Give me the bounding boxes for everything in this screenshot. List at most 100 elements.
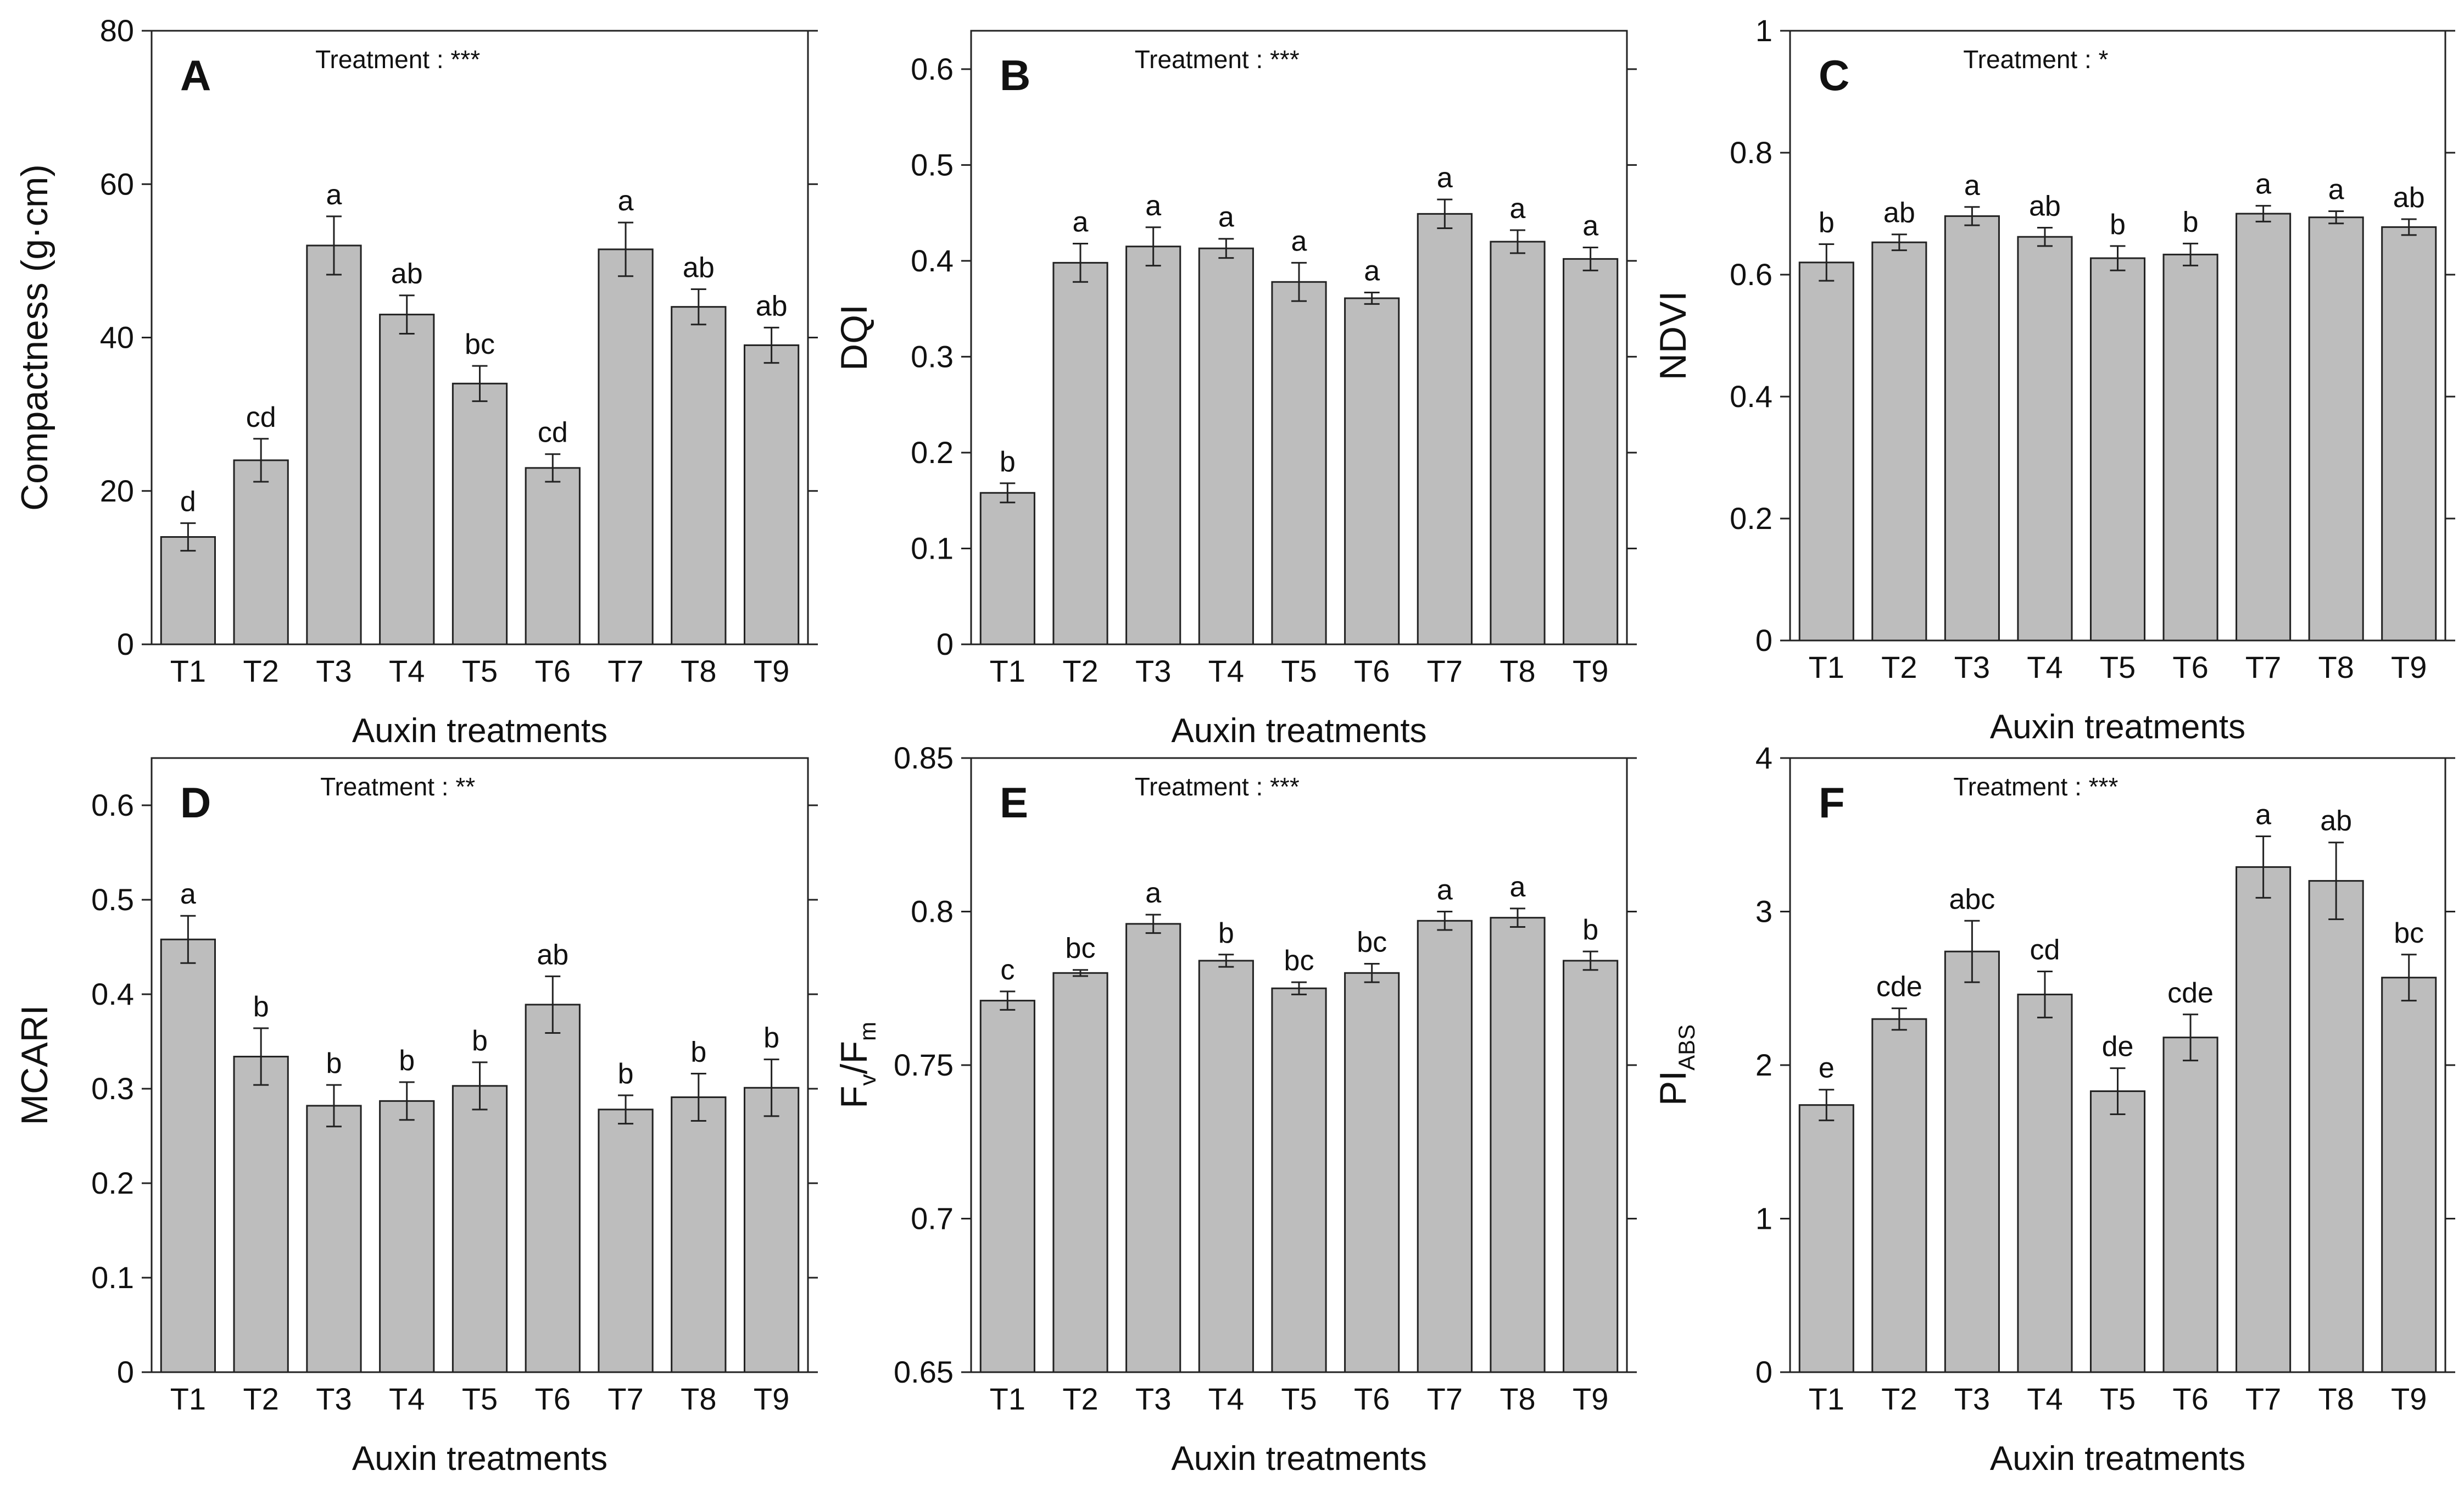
x-tick-label: T2 [1881, 650, 1917, 684]
bar-t6 [2162, 1037, 2218, 1373]
x-tick-label: T1 [1809, 650, 1844, 684]
error-bar-t3 [326, 1084, 342, 1128]
error-bar-t8 [690, 288, 706, 326]
x-tick-label: T5 [1281, 654, 1317, 688]
y-tick-label: 0 [1755, 623, 1772, 658]
x-tick-label: T1 [1809, 1382, 1844, 1416]
x-tick-label: T3 [1135, 654, 1171, 688]
significance-letter: a [1437, 162, 1453, 194]
significance-letter: cde [2167, 977, 2214, 1009]
error-bar-t9 [1582, 950, 1598, 971]
y-tick-label: 40 [100, 320, 134, 355]
bar-t3 [1125, 246, 1181, 645]
significance-letter: cd [2030, 934, 2060, 966]
y-tick-label: 80 [100, 13, 134, 48]
x-axis-label: Auxin treatments [1990, 1440, 2245, 1478]
error-bar-t6 [1364, 291, 1380, 305]
y-tick-label: 0.4 [1730, 379, 1772, 414]
significance-letter: bc [1284, 945, 1314, 977]
y-tick-label: 0.3 [911, 339, 954, 374]
error-bar-t9 [2401, 954, 2417, 1002]
significance-letter: cd [538, 417, 568, 449]
panel-label: F [1819, 778, 1845, 827]
plot-frame [1789, 30, 2446, 642]
bar-t7 [2236, 213, 2292, 642]
significance-letter: ab [2320, 805, 2352, 837]
y-tick-label: 0 [1755, 1355, 1772, 1389]
bar-t2 [1871, 1018, 1927, 1373]
plot-frame [150, 757, 809, 1373]
significance-letter: a [1437, 874, 1453, 906]
error-bar-t5 [472, 1061, 488, 1111]
x-tick-label: T8 [2318, 1382, 2354, 1416]
y-tick-label: 1 [1755, 13, 1772, 48]
y-axis-label-main: DQI [833, 304, 875, 371]
significance-letter: a [1510, 193, 1526, 225]
significance-letter: ab [756, 290, 788, 322]
x-tick-label: T4 [1208, 1382, 1244, 1416]
bar-t5 [451, 382, 508, 645]
bar-t5 [1271, 987, 1327, 1373]
x-tick-label: T9 [1573, 654, 1608, 688]
y-axis-label-subscript: v [855, 1074, 880, 1085]
x-tick-label: T8 [681, 654, 716, 688]
error-bar-t4 [1218, 238, 1234, 259]
x-tick-label: T2 [1062, 1382, 1098, 1416]
treatment-annotation: Treatment : *** [1135, 45, 1300, 74]
bar-t4 [1198, 960, 1254, 1373]
x-tick-label: T3 [1954, 1382, 1990, 1416]
error-bar-t7 [1437, 198, 1453, 230]
significance-letter: b [399, 1045, 415, 1077]
error-bar-t8 [690, 1072, 706, 1122]
significance-letter: ab [537, 939, 568, 971]
y-axis-label-subscript: ABS [1674, 1024, 1699, 1071]
y-axis-label-main: Compactness (g·cm) [14, 164, 55, 511]
bar-t9 [2381, 226, 2437, 642]
y-tick-label: 0.6 [91, 788, 134, 822]
significance-letter: b [2110, 209, 2126, 241]
significance-letter: bc [465, 328, 495, 360]
significance-letter: b [1000, 446, 1016, 478]
y-axis-label-main: NDVI [1652, 291, 1694, 380]
x-tick-label: T2 [243, 1382, 278, 1416]
y-tick-label: 0.1 [911, 531, 954, 565]
treatment-annotation: Treatment : *** [315, 45, 480, 74]
bar-t4 [379, 314, 435, 645]
y-axis-label: PIABS [1652, 1024, 1699, 1106]
bar-t4 [379, 1100, 435, 1373]
error-bar-t1 [1000, 990, 1016, 1011]
error-bar-t1 [1000, 482, 1016, 504]
x-tick-label: T7 [1427, 1382, 1463, 1416]
x-tick-label: T6 [2172, 650, 2208, 684]
error-bar-t4 [2037, 971, 2053, 1018]
x-tick-label: T3 [1135, 1382, 1171, 1416]
x-tick-label: T6 [535, 1382, 571, 1416]
significance-letter: bc [1066, 933, 1096, 965]
significance-letter: a [180, 878, 196, 910]
x-axis-label: Auxin treatments [352, 1440, 607, 1478]
bar-t6 [1344, 972, 1400, 1373]
error-bar-t6 [2183, 242, 2199, 266]
bar-t1 [160, 536, 216, 645]
x-tick-label: T9 [1573, 1382, 1608, 1416]
bar-t1 [1798, 261, 1854, 642]
x-tick-label: T4 [2027, 1382, 2062, 1416]
treatment-annotation: Treatment : *** [1953, 772, 2118, 801]
x-tick-label: T1 [990, 654, 1025, 688]
x-tick-label: T6 [2172, 1382, 2208, 1416]
y-tick-label: 0 [936, 627, 954, 661]
error-bar-t6 [2183, 1013, 2199, 1062]
y-tick-label: 0 [117, 627, 134, 661]
bar-t7 [2236, 866, 2292, 1373]
x-tick-label: T1 [170, 1382, 206, 1416]
x-tick-label: T5 [462, 654, 498, 688]
chart-panel-a: d T1 cd T2 a T3 ab T4 bc T5 cd T6 a T7 ab T8 ab T9 0 20 40 60… [14, 13, 818, 750]
error-bar-t4 [399, 1081, 415, 1121]
error-bar-t7 [2255, 835, 2271, 899]
chart-panel-d: a T1 b T2 b T3 b T4 b T5 ab T6 b T7 b T8 b T9 0 0.1 0.2 0.3 0.… [14, 757, 818, 1478]
error-bar-t3 [326, 215, 342, 276]
significance-letter: ab [2029, 191, 2061, 222]
significance-letter: a [1964, 170, 1980, 202]
y-axis-label-subscript-2: m [855, 1022, 880, 1041]
